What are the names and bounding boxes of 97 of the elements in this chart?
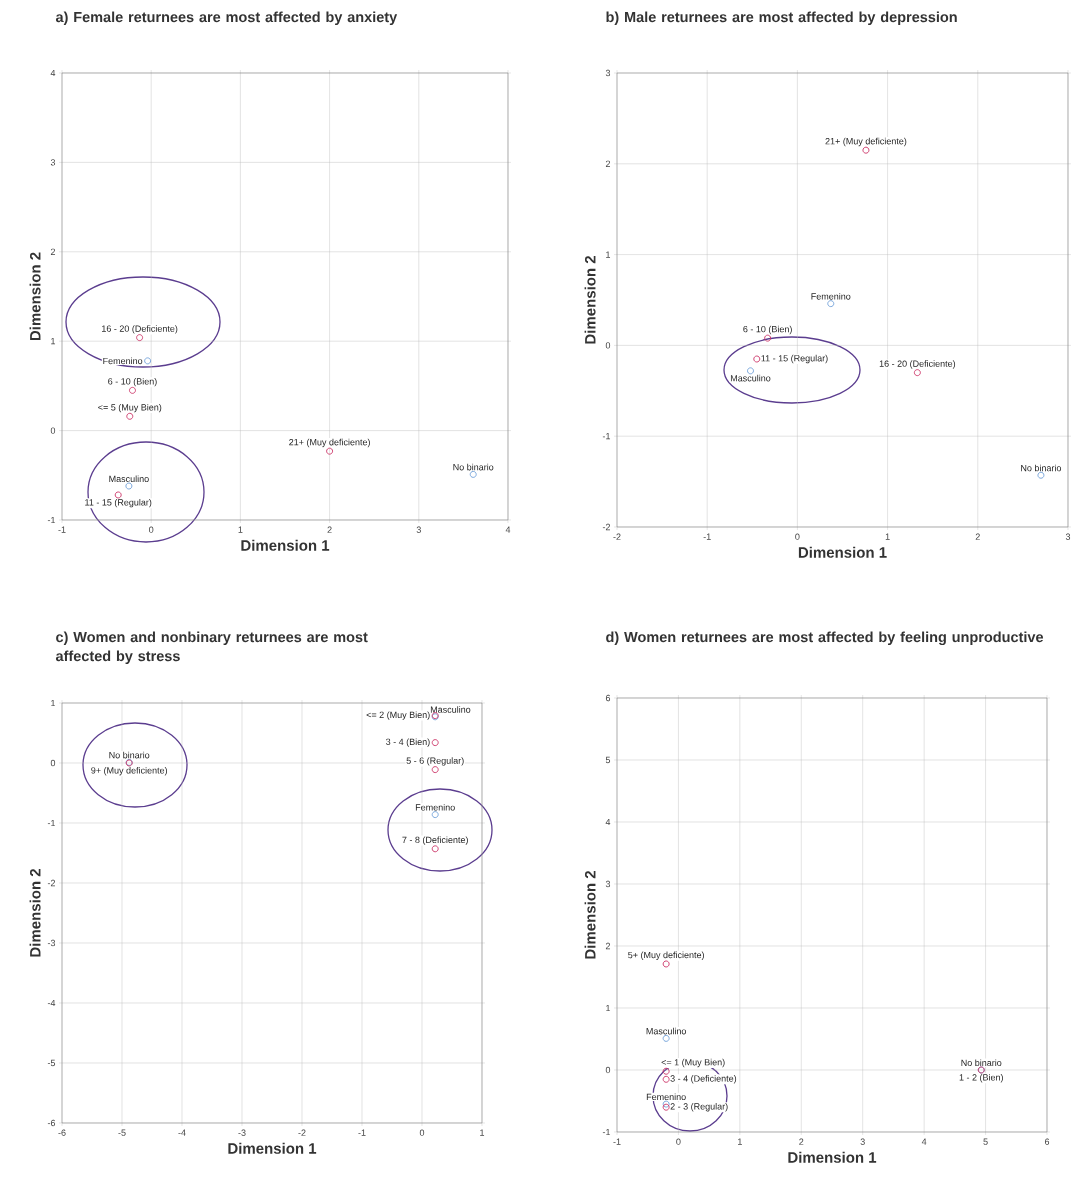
annotation: Femenino [415, 803, 455, 811]
annotation: 21+ (Muy deficiente) [289, 438, 370, 448]
annotation: <= 2 (Muy Bien) [366, 711, 430, 720]
y-tick-label: 3 [605, 880, 611, 888]
annotation: 3 - 4 (Deficiente) [670, 1075, 737, 1084]
x-tick-label: 6 [1044, 1138, 1050, 1145]
y-tick-label: 2 [605, 160, 611, 167]
x-tick-label: 0 [419, 1129, 425, 1136]
y-tick-label: -1 [47, 516, 56, 524]
x-axis-title: Dimension 1 [241, 539, 330, 551]
x-tick-label: 1 [885, 533, 890, 540]
y-tick-label: -2 [47, 879, 56, 887]
annotation: 16 - 20 (Deficiente) [102, 325, 178, 334]
annotation: No binario [961, 1059, 1002, 1066]
x-tick-label: -4 [178, 1129, 186, 1136]
annotation: 9+ (Muy deficiente) [91, 767, 168, 776]
y-axis-title: Dimension 2 [584, 256, 596, 344]
x-tick-label: 0 [795, 533, 800, 540]
x-tick-label: 3 [416, 526, 421, 533]
chart-title: a) Female returnees are most affected by anxiety [55, 11, 398, 26]
x-tick-label: 4 [921, 1138, 927, 1145]
y-tick-label: 4 [605, 818, 611, 826]
annotation: 16 - 20 (Deficiente) [879, 360, 956, 369]
annotation: Femenino [103, 357, 143, 365]
x-tick-label: -1 [358, 1129, 366, 1136]
annotation: 7 - 8 (Deficiente) [402, 836, 468, 845]
annotation: Masculino [430, 706, 471, 713]
x-tick-label: 3 [860, 1138, 865, 1145]
annotation: Masculino [109, 475, 149, 483]
y-tick-label: -4 [47, 999, 56, 1007]
y-axis-title: Dimension 2 [29, 869, 41, 957]
annotation: No binario [1021, 464, 1062, 472]
y-tick-label: 0 [50, 427, 56, 434]
y-tick-label: -5 [47, 1059, 56, 1067]
y-tick-label: 3 [605, 69, 611, 77]
y-tick-label: 5 [605, 756, 611, 764]
y-tick-label: -6 [47, 1119, 56, 1127]
annotation: Femenino [811, 293, 851, 300]
annotation: 11 - 15 (Regular) [761, 354, 828, 364]
annotation: No binario [109, 751, 150, 759]
annotation: <= 5 (Muy Bien) [98, 403, 162, 413]
x-tick-label: -2 [613, 533, 621, 540]
chart-title: d) Women returnees are most affected by feeling unproductive [606, 631, 1044, 646]
y-tick-label: 6 [605, 694, 611, 702]
y-tick-label: 2 [50, 248, 56, 255]
annotation: Masculino [730, 374, 771, 382]
x-tick-label: 1 [738, 1138, 742, 1145]
y-axis-title: Dimension 2 [29, 252, 41, 341]
y-tick-label: -1 [47, 819, 56, 827]
x-axis-title: Dimension 1 [228, 1142, 317, 1154]
x-axis-title: Dimension 1 [798, 546, 887, 558]
annotation: Masculino [646, 1027, 687, 1035]
annotation: 6 - 10 (Bien) [108, 377, 157, 387]
x-tick-label: -2 [298, 1129, 306, 1136]
y-tick-label: -3 [47, 939, 56, 947]
y-tick-label: 2 [605, 942, 611, 950]
x-tick-label: -1 [703, 533, 711, 540]
annotation: 11 - 15 (Regular) [85, 498, 152, 508]
y-tick-label: 3 [50, 159, 56, 166]
x-tick-label: 3 [1065, 533, 1071, 540]
annotation: 6 - 10 (Bien) [743, 325, 792, 335]
x-tick-label: -5 [118, 1129, 126, 1136]
y-tick-label: 4 [50, 69, 56, 77]
y-tick-label: 1 [606, 1004, 611, 1012]
y-axis-title: Dimension 2 [584, 871, 596, 959]
x-tick-label: 2 [799, 1138, 804, 1145]
x-tick-label: 5 [983, 1138, 988, 1145]
x-tick-label: 1 [238, 526, 243, 533]
y-tick-label: 0 [605, 1066, 611, 1074]
annotation: 3 - 4 (Bien) [386, 738, 430, 747]
x-tick-label: 2 [327, 526, 332, 533]
x-tick-label: 4 [505, 526, 511, 533]
y-tick-label: -1 [602, 433, 611, 440]
x-tick-label: 1 [480, 1129, 485, 1136]
annotation: 5+ (Muy deficiente) [628, 951, 704, 960]
x-tick-label: 0 [676, 1138, 681, 1145]
y-tick-label: 0 [50, 759, 56, 767]
annotation: <= 1 (Muy Bien) [661, 1058, 725, 1068]
annotation: 2 - 3 (Regular) [670, 1103, 728, 1112]
y-tick-label: 1 [606, 251, 611, 258]
y-tick-label: 1 [51, 699, 56, 707]
chart-title: b) Male returnees are most affected by depression [606, 11, 957, 26]
x-tick-label: -1 [58, 526, 66, 533]
y-tick-label: 0 [605, 342, 611, 349]
x-tick-label: 0 [149, 526, 154, 533]
annotation: 1 - 2 (Bien) [959, 1073, 1003, 1083]
chart-title: c) Women and nonbinary returnees are most affected by stress [55, 631, 368, 665]
annotation: No binario [453, 463, 494, 471]
annotation: 21+ (Muy deficiente) [825, 137, 907, 147]
x-tick-label: -6 [58, 1129, 66, 1136]
x-tick-label: 2 [975, 533, 980, 540]
y-tick-label: 1 [51, 338, 56, 345]
x-tick-label: -1 [613, 1138, 621, 1145]
annotation: 5 - 6 (Regular) [406, 757, 464, 766]
annotation: Femenino [646, 1093, 686, 1101]
x-tick-label: -3 [238, 1129, 246, 1136]
x-axis-title: Dimension 1 [788, 1151, 877, 1163]
